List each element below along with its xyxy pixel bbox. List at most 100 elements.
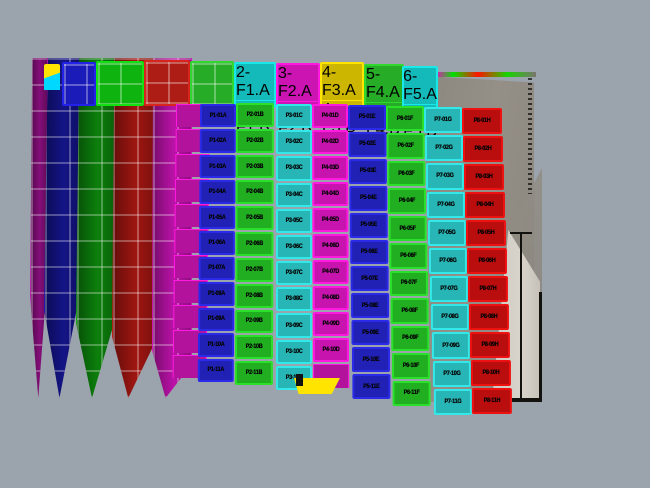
- plate-tile[interactable]: P3-10C: [276, 339, 312, 364]
- plate-tile[interactable]: P6-11F: [392, 380, 431, 406]
- plate-tile[interactable]: P8-06H: [466, 248, 507, 274]
- plate-tile[interactable]: P8-11H: [471, 388, 512, 414]
- plate-tile[interactable]: P2-10B: [235, 335, 274, 360]
- plate-tile[interactable]: P1-08A: [198, 282, 235, 306]
- plate-tile[interactable]: P6-07F: [389, 270, 428, 297]
- column-blue-2[interactable]: P5-01E P5-02E P5-03E P5-04E P5-05E P5-06E P5-0…: [348, 105, 391, 401]
- column-cyan-1[interactable]: P3-01C P3-02C P3-03C P3-04C P3-05C P3-06C P3-0…: [276, 104, 312, 392]
- plate-tile[interactable]: P2-06B: [235, 232, 274, 256]
- plate-tile[interactable]: P6-05F: [388, 215, 427, 242]
- plate-tile[interactable]: P4-07D: [312, 260, 349, 284]
- plate-tile[interactable]: P5-06E: [350, 239, 389, 265]
- plate-tile[interactable]: P7-04G: [426, 191, 465, 218]
- top-stub-s1[interactable]: [62, 62, 96, 106]
- plate-tile[interactable]: P5-02E: [348, 131, 387, 157]
- plate-tile[interactable]: P8-03H: [463, 164, 504, 190]
- plate-tile[interactable]: P1-05A: [199, 205, 236, 230]
- plate-tile[interactable]: P4-04D: [312, 182, 349, 206]
- plate-tile[interactable]: P8-10H: [470, 360, 511, 386]
- plate-tile[interactable]: P4-02D: [312, 130, 349, 154]
- top-stub-s4[interactable]: [190, 61, 234, 107]
- plate-tile[interactable]: P5-01E: [348, 105, 386, 130]
- plate-tile[interactable]: P7-05G: [427, 219, 466, 246]
- plate-tile[interactable]: P3-06C: [276, 234, 312, 260]
- plate-tile[interactable]: P7-06G: [428, 247, 467, 275]
- plate-tile[interactable]: P3-01C: [276, 104, 312, 129]
- plate-tile[interactable]: P7-11G: [433, 388, 472, 415]
- plate-tile[interactable]: P6-01F: [386, 106, 424, 132]
- plate-tile[interactable]: P2-11B: [234, 361, 273, 385]
- column-green-2[interactable]: P6-01F P6-02F P6-03F P6-04F P6-05F P6-06F P6-0…: [386, 106, 431, 408]
- plate-tile[interactable]: P8-07H: [467, 276, 508, 302]
- plate-tile[interactable]: P3-02C: [276, 130, 312, 155]
- plate-tile[interactable]: P1-06A: [198, 231, 235, 255]
- plate-tile[interactable]: P8-09H: [469, 332, 510, 358]
- plate-tile[interactable]: P4-10D: [312, 338, 349, 362]
- plate-tile[interactable]: P1-10A: [198, 333, 235, 357]
- plate-tile[interactable]: P6-09F: [391, 325, 430, 352]
- top-stub-s6[interactable]: 3-F2.A3-F2.B: [276, 63, 320, 137]
- plate-tile[interactable]: P5-03E: [348, 158, 387, 184]
- plate-tile[interactable]: P3-04C: [276, 182, 312, 207]
- plate-tile[interactable]: P3-03C: [276, 156, 312, 181]
- plate-tile[interactable]: P7-09G: [431, 332, 470, 359]
- plate-tile[interactable]: P2-01B: [236, 103, 274, 127]
- plate-tile[interactable]: P1-09A: [198, 307, 235, 332]
- plate-tile[interactable]: P4-06D: [312, 234, 349, 258]
- plate-tile[interactable]: P8-08H: [468, 304, 509, 330]
- plate-tile[interactable]: P2-03B: [235, 154, 274, 179]
- plate-tile[interactable]: P5-10E: [351, 347, 390, 373]
- plate-tile[interactable]: P6-02F: [386, 133, 425, 159]
- plate-tile[interactable]: P6-04F: [387, 188, 426, 214]
- plate-tile[interactable]: P6-06F: [389, 243, 428, 269]
- top-stub-s9[interactable]: 6-F5.A6-F5.B: [402, 66, 438, 140]
- plate-tile[interactable]: P1-07A: [198, 256, 235, 281]
- top-stub-s8[interactable]: 5-F4.A5-F4.B: [364, 64, 404, 138]
- plate-tile[interactable]: P5-07E: [350, 266, 389, 292]
- plate-tile[interactable]: P3-09C: [276, 313, 312, 338]
- plate-tile[interactable]: P3-05C: [276, 208, 312, 233]
- plate-tile[interactable]: P1-02A: [199, 129, 236, 153]
- plate-tile[interactable]: P8-02H: [462, 136, 503, 162]
- plate-tile[interactable]: P4-05D: [312, 208, 349, 232]
- plate-tile[interactable]: P7-10G: [432, 360, 471, 387]
- plate-tile[interactable]: P4-08D: [312, 286, 349, 310]
- plate-tile[interactable]: P1-11A: [197, 358, 234, 382]
- top-stub-s5[interactable]: 2-F1.A2-F1.B: [234, 62, 276, 136]
- plate-tile[interactable]: P8-04H: [464, 192, 505, 218]
- top-stub-s7[interactable]: 4-F3.A4-F3.B: [320, 62, 364, 136]
- column-magenta-2[interactable]: P4-01D P4-02D P4-03D P4-04D P4-05D P4-06D P4-0…: [312, 104, 350, 390]
- column-blue-1[interactable]: P1-01A P1-02A P1-03A P1-04A P1-05A P1-06A P1-0…: [197, 104, 236, 384]
- column-red-1[interactable]: P8-01H P8-02H P8-03H P8-04H P8-05H P8-06H P8-0…: [462, 108, 512, 416]
- plate-tile[interactable]: P5-04E: [349, 185, 388, 211]
- plate-tile[interactable]: P2-07B: [235, 257, 274, 282]
- plate-tile[interactable]: P5-08E: [351, 293, 390, 319]
- column-green-1[interactable]: P2-01B P2-02B P2-03B P2-04B P2-05B P2-06B P2-0…: [234, 103, 274, 387]
- top-stub-s3[interactable]: [144, 60, 190, 106]
- plate-tile[interactable]: P5-11E: [352, 374, 391, 399]
- plate-tile[interactable]: P2-09B: [235, 309, 274, 334]
- plate-tile[interactable]: P7-01G: [424, 107, 462, 134]
- top-stub-s2[interactable]: [96, 61, 144, 106]
- plate-tile[interactable]: P6-08F: [390, 298, 429, 324]
- plate-tile[interactable]: P4-01D: [312, 104, 348, 128]
- plate-tile[interactable]: P7-02G: [424, 135, 463, 162]
- plate-tile[interactable]: P2-04B: [235, 180, 274, 205]
- column-cyan-2[interactable]: P7-01G P7-02G P7-03G P7-04G P7-05G P7-06G P7-0…: [424, 107, 472, 417]
- plate-tile[interactable]: P3-08C: [276, 287, 312, 312]
- plate-tile[interactable]: P3-07C: [276, 261, 312, 286]
- plate-tile[interactable]: P7-08G: [430, 304, 469, 331]
- plate-tile[interactable]: P1-04A: [199, 180, 236, 204]
- plate-tile[interactable]: P5-09E: [351, 320, 390, 346]
- plate-tile[interactable]: P5-05E: [349, 212, 388, 238]
- plate-tile[interactable]: P2-08B: [235, 283, 274, 308]
- plate-tile[interactable]: P8-05H: [465, 220, 506, 246]
- plate-tile[interactable]: P6-03F: [387, 160, 426, 187]
- plate-tile[interactable]: P1-01A: [200, 104, 236, 128]
- plate-tile[interactable]: P6-10F: [391, 353, 430, 379]
- plate-tile[interactable]: P4-09D: [312, 312, 349, 336]
- plate-tile[interactable]: P7-07G: [429, 276, 468, 303]
- plate-tile[interactable]: P2-05B: [235, 206, 274, 231]
- plate-tile[interactable]: P7-03G: [425, 163, 464, 190]
